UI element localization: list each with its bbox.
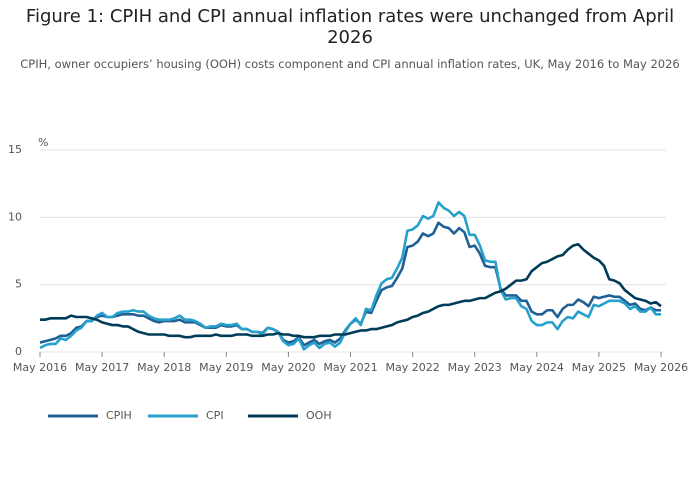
y-axis-label: % bbox=[38, 136, 48, 149]
x-tick-label: May 2022 bbox=[385, 361, 439, 374]
x-tick-label: May 2016 bbox=[13, 361, 67, 374]
y-tick-label: 5 bbox=[15, 278, 22, 291]
legend-label: OOH bbox=[306, 409, 332, 422]
x-tick-label: May 2026 bbox=[634, 361, 688, 374]
x-tick-label: May 2025 bbox=[572, 361, 626, 374]
x-tick-label: May 2021 bbox=[323, 361, 377, 374]
chart-title: Figure 1: CPIH and CPI annual inflation … bbox=[25, 6, 675, 48]
legend-label: CPIH bbox=[106, 409, 132, 422]
legend-label: CPI bbox=[206, 409, 224, 422]
y-tick-label: 15 bbox=[8, 143, 22, 156]
x-tick-label: May 2023 bbox=[448, 361, 502, 374]
series-line bbox=[39, 221, 661, 347]
y-tick-label: 0 bbox=[15, 345, 22, 358]
series-line bbox=[39, 201, 661, 351]
x-tick-label: May 2020 bbox=[261, 361, 315, 374]
y-tick-label: 10 bbox=[8, 210, 22, 223]
chart-subtitle: CPIH, owner occupiers’ housing (OOH) cos… bbox=[20, 57, 680, 71]
series-line bbox=[40, 242, 662, 339]
x-tick-label: May 2017 bbox=[75, 361, 129, 374]
x-tick-label: May 2019 bbox=[199, 361, 253, 374]
x-tick-label: May 2024 bbox=[510, 361, 564, 374]
x-tick-label: May 2018 bbox=[137, 361, 191, 374]
